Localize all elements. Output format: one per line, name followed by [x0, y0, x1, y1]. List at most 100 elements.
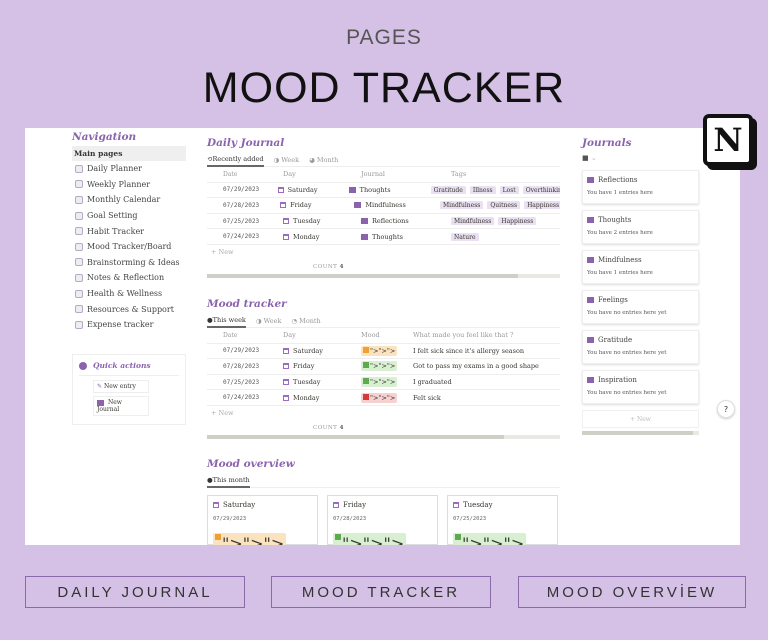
- book-icon: [348, 186, 356, 193]
- calendar-icon: [283, 394, 289, 401]
- tab-this-month[interactable]: ● This month: [207, 474, 250, 488]
- sidebar-item[interactable]: Health & Wellness: [72, 286, 186, 302]
- quick-actions: Quick actions ✎ New entry New Journal: [72, 354, 186, 425]
- tag: Overthinking: [522, 185, 561, 194]
- journals-title: Journals: [582, 137, 632, 149]
- sidebar-item[interactable]: Monthly Calendar: [72, 192, 186, 208]
- calendar-icon: [283, 218, 289, 225]
- book-icon: [587, 257, 594, 263]
- book-icon: [587, 177, 594, 183]
- book-icon: [587, 337, 594, 343]
- sidebar-item[interactable]: Notes & Reflection: [72, 270, 186, 286]
- daily-journal-button[interactable]: DAILY JOURNAL: [25, 576, 245, 608]
- view-selector[interactable]: ■ ⌄: [582, 154, 597, 162]
- new-journal-card-button[interactable]: + New: [582, 410, 699, 428]
- quick-actions-icon: [79, 361, 87, 370]
- journal-card[interactable]: Feelings You have no entries here yet: [582, 290, 699, 324]
- navigation: Navigation Main pages Daily Planner Weekl…: [72, 131, 186, 333]
- mood-overview: Mood overview ● This month Saturday 07/29…: [207, 458, 560, 545]
- calendar-icon: [453, 502, 459, 508]
- book-icon: [361, 218, 368, 225]
- new-row-button[interactable]: + New: [211, 248, 234, 257]
- nav-section: Main pages: [72, 146, 186, 161]
- mood-indicator-orange: ">">">: [213, 533, 287, 545]
- page-icon: [75, 242, 83, 251]
- tag: Illness: [469, 185, 496, 194]
- panel-edge: [740, 128, 746, 545]
- mood-card[interactable]: Tuesday 07/25/2023 ">">">: [447, 495, 558, 545]
- table-row[interactable]: 07/29/2023 Saturday Thoughts Gratitude Illne…: [207, 183, 561, 199]
- mood-overview-title: Mood overview: [207, 458, 295, 470]
- sidebar-item[interactable]: Expense tracker: [72, 317, 186, 333]
- count: COUNT 4: [313, 263, 344, 270]
- notion-screenshot: Navigation Main pages Daily Planner Weekl…: [25, 128, 746, 545]
- table-row[interactable]: 07/28/2023 Friday ">">"> Got to pass my exa…: [207, 359, 560, 375]
- book-icon: [587, 297, 594, 303]
- page-icon: [75, 227, 83, 236]
- calendar-icon: [280, 202, 287, 209]
- horizontal-scrollbar[interactable]: [207, 434, 560, 439]
- sidebar-item[interactable]: Brainstorming & Ideas: [72, 255, 186, 271]
- tab-month[interactable]: ◔ Month: [291, 316, 321, 325]
- mood-overview-tabs: ● This month: [207, 474, 560, 488]
- tag: Happiness: [498, 217, 537, 226]
- daily-journal: Daily Journal ⟲ Recently added ◑ Week ◕ …: [207, 137, 561, 278]
- horizontal-scrollbar[interactable]: [582, 431, 699, 435]
- table-row[interactable]: 07/25/2023 Tuesday ">">"> I graduated: [207, 375, 560, 391]
- mood-tracker-title: Mood tracker: [207, 298, 287, 310]
- mood-card[interactable]: Saturday 07/29/2023 ">">">: [207, 495, 318, 545]
- mood-card[interactable]: Friday 07/28/2023 ">">">: [327, 495, 438, 545]
- page-icon: [75, 289, 83, 298]
- journal-card[interactable]: Mindfulness You have 1 entries here: [582, 250, 699, 284]
- sidebar-item[interactable]: Goal Setting: [72, 208, 186, 224]
- journal-card[interactable]: Inspiration You have no entries here yet: [582, 370, 699, 404]
- mood-overview-button[interactable]: MOOD OVERVİEW: [518, 576, 746, 608]
- new-row-button[interactable]: + New: [211, 409, 234, 418]
- kicker: PAGES: [346, 26, 422, 49]
- daily-journal-tabs: ⟲ Recently added ◑ Week ◕ Month: [207, 153, 560, 167]
- tag: Mindfulness: [451, 217, 495, 226]
- calendar-icon: [277, 186, 284, 193]
- tab-recently-added[interactable]: ⟲ Recently added: [207, 153, 264, 167]
- edit-icon: ✎: [97, 383, 104, 390]
- sidebar-item[interactable]: Weekly Planner: [72, 177, 186, 193]
- journals: Journals ■ ⌄ Reflections You have 1 entri…: [582, 137, 699, 435]
- help-button[interactable]: ?: [717, 400, 735, 418]
- sidebar-item[interactable]: Mood Tracker/Board: [72, 239, 186, 255]
- table-row[interactable]: 07/24/2023 Monday Thoughts Nature: [207, 229, 560, 245]
- mood-indicator-green: ">">">: [361, 377, 398, 388]
- book-icon: [97, 399, 104, 406]
- mood-tracker: Mood tracker ● This week ◑ Week ◔ Month …: [207, 298, 560, 439]
- journal-card[interactable]: Thoughts You have 2 entries here: [582, 210, 699, 244]
- journal-card[interactable]: Gratitude You have no entries here yet: [582, 330, 699, 364]
- tag: Happiness: [524, 201, 560, 210]
- tag: Nature: [451, 232, 479, 241]
- mood-indicator-red: ">">">: [361, 392, 398, 403]
- table-row[interactable]: 07/29/2023 Saturday ">">"> I felt sick sinc…: [207, 344, 560, 360]
- mood-tracker-button[interactable]: MOOD TRACKER: [271, 576, 491, 608]
- page-icon: [75, 211, 83, 220]
- table-row[interactable]: 07/25/2023 Tuesday Reflections Mindfulness H…: [207, 214, 560, 230]
- page-icon: [75, 180, 83, 189]
- tab-week[interactable]: ◑ Week: [273, 155, 300, 164]
- table-row[interactable]: 07/24/2023 Monday ">">"> Felt sick: [207, 390, 560, 406]
- tab-this-week[interactable]: ● This week: [207, 314, 246, 328]
- tag: Lost: [499, 185, 519, 194]
- calendar-icon: [283, 363, 289, 370]
- sidebar-item[interactable]: Resources & Support: [72, 301, 186, 317]
- tag: Mindfulness: [440, 201, 484, 210]
- page-icon: [75, 258, 83, 267]
- calendar-icon: [283, 379, 289, 386]
- sidebar-item[interactable]: Habit Tracker: [72, 223, 186, 239]
- sidebar-item[interactable]: Daily Planner: [72, 161, 186, 177]
- tab-week[interactable]: ◑ Week: [255, 316, 282, 325]
- mood-indicator-green: ">">">: [361, 361, 398, 372]
- table-row[interactable]: 07/28/2023 Friday Mindfulness Mindfulness Qu…: [207, 198, 560, 214]
- journal-card[interactable]: Reflections You have 1 entries here: [582, 170, 699, 204]
- new-entry-button[interactable]: ✎ New entry: [93, 380, 149, 393]
- tab-month[interactable]: ◕ Month: [309, 155, 339, 164]
- new-journal-button[interactable]: New Journal: [93, 396, 149, 416]
- mood-indicator-green: ">">">: [333, 533, 407, 545]
- horizontal-scrollbar[interactable]: [207, 273, 560, 278]
- mood-indicator-orange: ">">">: [361, 345, 398, 356]
